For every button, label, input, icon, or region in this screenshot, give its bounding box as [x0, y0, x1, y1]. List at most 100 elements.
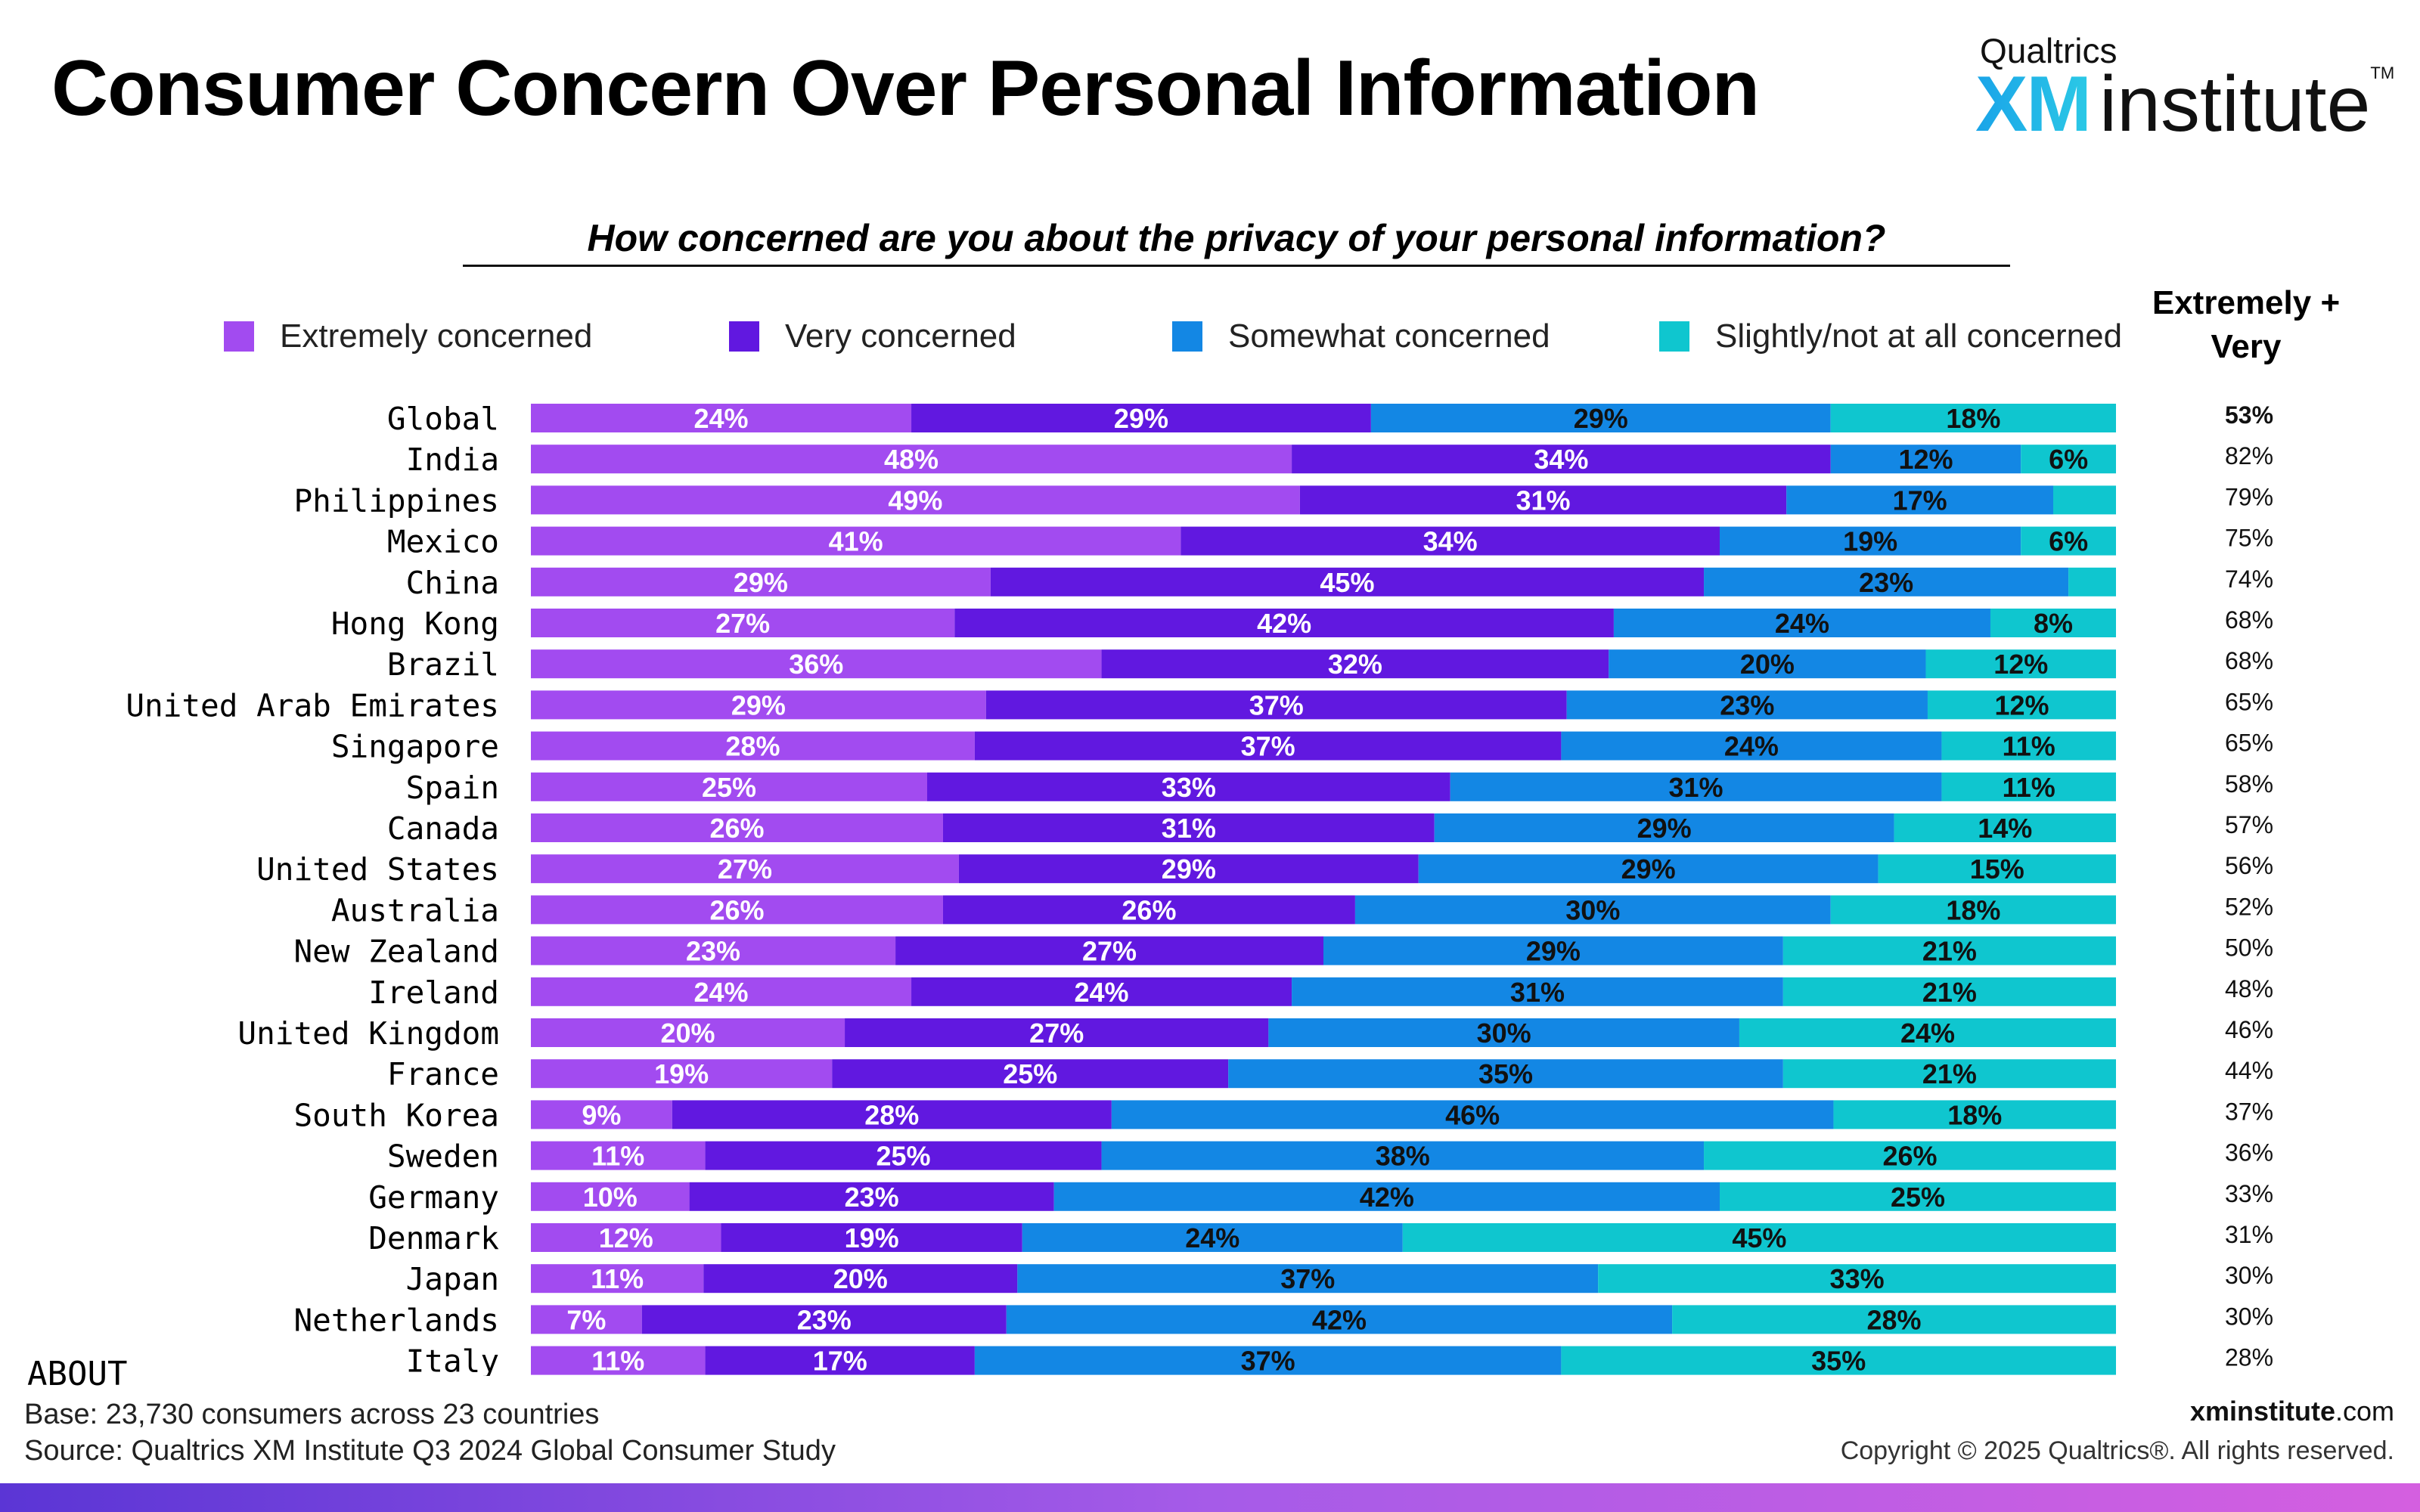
bar-segment-very-italy	[705, 1346, 975, 1375]
legend-item-slightly: Slightly/not at all concerned	[1659, 318, 2122, 355]
data-label-extremely-hong-kong: 27%	[715, 608, 770, 639]
row-label-canada: Canada	[387, 810, 499, 847]
bar-segment-extremely-denmark	[531, 1223, 721, 1252]
data-label-slightly-united-kingdom: 24%	[1900, 1018, 1955, 1049]
data-label-somewhat-china: 23%	[1859, 567, 1913, 598]
data-label-very-south-korea: 28%	[864, 1099, 919, 1130]
logo-trademark: TM	[2370, 64, 2395, 82]
page-title: Consumer Concern Over Personal Informati…	[51, 45, 1760, 132]
extremely-very-header-line1: Extremely +	[2152, 284, 2341, 321]
logo-institute-text: institute	[2099, 60, 2371, 148]
row-label-united-arab-emirates: United Arab Emirates	[126, 687, 499, 723]
row-label-united-states: United States	[256, 851, 499, 888]
bar-segment-somewhat-netherlands	[1006, 1305, 1673, 1334]
data-label-slightly-new-zealand: 21%	[1922, 936, 1977, 967]
data-label-somewhat-singapore: 24%	[1724, 731, 1779, 762]
xm-institute-logo: XM instituteTM	[1975, 65, 2394, 144]
bar-segment-very-japan	[703, 1264, 1018, 1294]
data-label-somewhat-spain: 31%	[1669, 772, 1723, 803]
bar-segment-very-brazil	[1101, 649, 1609, 679]
data-label-slightly-italy: 35%	[1811, 1346, 1866, 1376]
bottom-gradient-bar	[0, 1483, 2420, 1512]
data-label-slightly-netherlands: 28%	[1867, 1304, 1922, 1335]
bar-segment-extremely-ireland	[531, 977, 912, 1006]
bar-segment-extremely-italy	[531, 1346, 706, 1375]
bar-segment-somewhat-united-states	[1418, 854, 1879, 884]
bar-segment-somewhat-japan	[1017, 1264, 1599, 1294]
bar-segment-slightly-canada	[1894, 813, 2116, 842]
bar-segment-very-netherlands	[641, 1305, 1007, 1334]
extremely-very-value-united-kingdom: 46%	[2225, 1016, 2273, 1043]
row-label-singapore: Singapore	[331, 729, 499, 765]
data-label-extremely-united-states: 27%	[718, 854, 772, 885]
legend-label-very: Very concerned	[785, 318, 1016, 355]
bar-segment-somewhat-philippines	[1786, 485, 2053, 515]
bar-segment-somewhat-australia	[1354, 895, 1831, 925]
bar-segment-somewhat-united-kingdom	[1268, 1018, 1739, 1047]
data-label-somewhat-denmark: 24%	[1185, 1222, 1239, 1253]
bar-segment-extremely-india	[531, 445, 1292, 474]
extremely-very-value-netherlands: 30%	[2225, 1303, 2273, 1330]
data-label-very-denmark: 19%	[845, 1222, 899, 1253]
data-label-very-global: 29%	[1114, 403, 1168, 434]
bar-segment-extremely-south-korea	[531, 1100, 672, 1129]
data-label-somewhat-global: 29%	[1574, 403, 1628, 434]
bar-segment-extremely-spain	[531, 772, 927, 801]
row-label-germany: Germany	[368, 1179, 499, 1216]
website-domain: xminstitute	[2189, 1396, 2335, 1427]
bar-segment-extremely-united-arab-emirates	[531, 690, 986, 720]
bar-segment-slightly-philippines	[2052, 485, 2116, 515]
data-label-slightly-japan: 33%	[1830, 1263, 1885, 1294]
bar-segment-extremely-china	[531, 567, 991, 596]
data-label-slightly-hong-kong: 8%	[2034, 608, 2073, 639]
bar-segment-slightly-germany	[1720, 1182, 2116, 1211]
bar-segment-slightly-brazil	[1925, 649, 2116, 679]
bar-segment-extremely-brazil	[531, 649, 1102, 679]
bar-segment-very-united-arab-emirates	[985, 690, 1567, 720]
brand-qualtrics-label: Qualtrics	[1980, 31, 2118, 70]
copyright-notice: Copyright © 2025 Qualtrics®. All rights …	[1840, 1436, 2394, 1465]
row-label-china: China	[406, 565, 499, 601]
legend-item-extremely: Extremely concerned	[224, 318, 592, 355]
bar-segment-somewhat-denmark	[1022, 1223, 1403, 1252]
bar-segment-very-spain	[927, 772, 1450, 801]
data-label-slightly-spain: 11%	[2003, 772, 2055, 803]
data-label-extremely-china: 29%	[734, 567, 788, 598]
row-label-brazil: Brazil	[387, 646, 499, 683]
bar-segment-somewhat-china	[1704, 567, 2069, 596]
data-label-very-new-zealand: 27%	[1082, 936, 1137, 967]
data-label-somewhat-australia: 30%	[1565, 894, 1620, 925]
bar-segment-extremely-canada	[531, 813, 943, 842]
bar-segment-slightly-hong-kong	[1990, 609, 2116, 637]
data-label-slightly-mexico: 6%	[2049, 526, 2088, 557]
data-label-extremely-italy: 11%	[591, 1346, 644, 1376]
data-label-somewhat-new-zealand: 29%	[1526, 936, 1581, 967]
source-note: Source: Qualtrics XM Institute Q3 2024 G…	[24, 1435, 836, 1467]
bar-segment-extremely-france	[531, 1059, 833, 1089]
extremely-very-value-australia: 52%	[2225, 893, 2273, 920]
bar-segment-very-france	[832, 1059, 1229, 1089]
data-label-very-china: 45%	[1320, 567, 1374, 598]
bar-segment-slightly-united-kingdom	[1739, 1018, 2116, 1047]
data-label-somewhat-united-arab-emirates: 23%	[1720, 689, 1774, 720]
bar-segment-extremely-japan	[531, 1264, 704, 1294]
extremely-very-value-denmark: 31%	[2225, 1221, 2273, 1248]
row-label-south-korea: South Korea	[293, 1097, 499, 1133]
row-label-ireland: Ireland	[368, 974, 499, 1011]
bar-segment-slightly-global	[1830, 404, 2116, 432]
row-label-sweden: Sweden	[387, 1139, 499, 1175]
data-label-slightly-united-arab-emirates: 12%	[1994, 689, 2049, 720]
legend-item-very: Very concerned	[729, 318, 1016, 355]
legend-label-slightly: Slightly/not at all concerned	[1715, 318, 2123, 355]
data-label-somewhat-brazil: 20%	[1740, 649, 1795, 680]
data-label-very-india: 34%	[1534, 444, 1588, 475]
bar-segment-slightly-china	[2068, 567, 2116, 596]
data-label-very-italy: 17%	[813, 1346, 867, 1376]
data-label-extremely-france: 19%	[654, 1058, 709, 1089]
row-label-australia: Australia	[331, 892, 499, 928]
data-label-slightly-denmark: 45%	[1732, 1222, 1786, 1253]
extremely-very-value-japan: 30%	[2225, 1262, 2273, 1289]
website-link[interactable]: xminstitute.com	[2190, 1396, 2394, 1427]
bar-segment-extremely-sweden	[531, 1141, 706, 1170]
bar-segment-somewhat-mexico	[1720, 526, 2021, 556]
